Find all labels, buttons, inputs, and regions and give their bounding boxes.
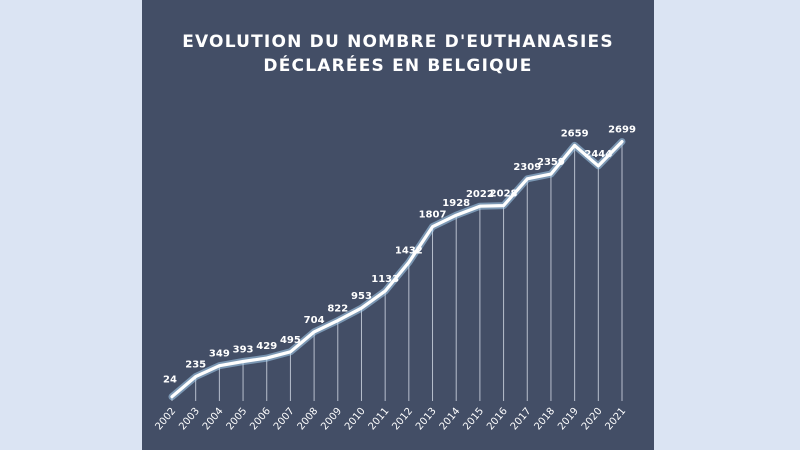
value-label-2016: 2028 (490, 189, 518, 200)
value-label-2009: 822 (327, 304, 348, 315)
value-label-2004: 349 (209, 349, 230, 360)
x-tick-label-2011: 2011 (367, 406, 392, 433)
x-tick-label-2018: 2018 (532, 406, 557, 433)
chart-title-line-1: EVOLUTION DU NOMBRE D'EUTHANASIES (182, 32, 614, 52)
value-label-2015: 2022 (466, 189, 494, 200)
value-label-2007: 495 (280, 335, 301, 346)
x-tick-label-2008: 2008 (296, 406, 321, 433)
x-tick-label-2017: 2017 (509, 406, 534, 433)
value-label-2006: 429 (256, 341, 277, 352)
drop-lines (171, 141, 623, 401)
value-label-2014: 1928 (442, 198, 470, 209)
value-label-2010: 953 (351, 291, 372, 302)
x-tick-label-2012: 2012 (390, 406, 415, 433)
x-tick-label-2009: 2009 (319, 406, 344, 433)
x-tick-label-2016: 2016 (485, 406, 510, 433)
chart-panel: EVOLUTION DU NOMBRE D'EUTHANASIES DÉCLAR… (142, 0, 654, 450)
value-label-2019: 2659 (561, 128, 589, 139)
value-label-2013: 1807 (419, 210, 447, 221)
x-tick-label-2010: 2010 (343, 406, 368, 433)
x-tick-label-2004: 2004 (201, 406, 226, 433)
x-tick-label-2007: 2007 (272, 406, 297, 433)
x-tick-label-2021: 2021 (604, 406, 629, 433)
series-line (170, 140, 624, 399)
value-label-2011: 1133 (371, 274, 399, 285)
chart-title: EVOLUTION DU NOMBRE D'EUTHANASIES DÉCLAR… (142, 30, 654, 78)
value-label-2012: 1432 (395, 245, 423, 256)
value-label-2005: 393 (233, 345, 254, 356)
x-tick-label-2020: 2020 (580, 406, 605, 433)
x-tick-label-2005: 2005 (225, 406, 250, 433)
x-tick-label-2013: 2013 (414, 406, 439, 433)
series-line-glow (168, 138, 626, 401)
value-label-2017: 2309 (513, 162, 541, 173)
value-label-2021: 2699 (608, 125, 636, 136)
value-label-2003: 235 (185, 360, 206, 371)
chart-title-line-2: DÉCLARÉES EN BELGIQUE (263, 56, 533, 76)
x-tick-label-2014: 2014 (438, 406, 463, 433)
x-axis-tick-labels: 2002200320042005200620072008200920102011… (154, 406, 629, 433)
value-label-2018: 2359 (537, 157, 565, 168)
x-tick-label-2002: 2002 (154, 406, 179, 433)
x-tick-label-2019: 2019 (556, 406, 581, 433)
x-tick-label-2003: 2003 (177, 406, 202, 433)
x-tick-label-2006: 2006 (248, 406, 273, 433)
value-label-2020: 2444 (584, 149, 612, 160)
value-label-2008: 704 (304, 315, 325, 326)
value-label-2002: 24 (163, 375, 177, 386)
x-tick-label-2015: 2015 (461, 406, 486, 433)
